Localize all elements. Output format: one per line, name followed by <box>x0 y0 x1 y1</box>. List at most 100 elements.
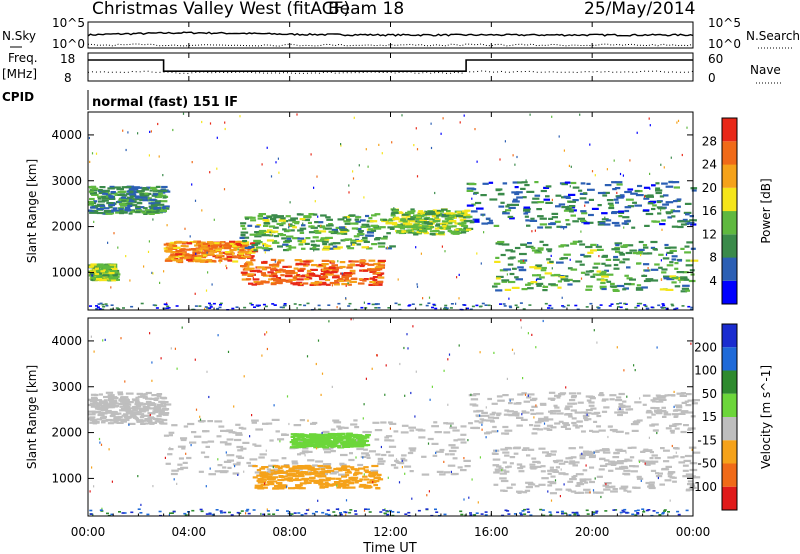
heatmap-cell <box>354 218 360 221</box>
heatmap-cell <box>646 416 652 419</box>
heatmap-cell <box>173 255 180 258</box>
heatmap-cell <box>356 444 364 447</box>
heatmap-cell <box>649 451 654 454</box>
heatmap-cell <box>310 153 312 156</box>
heatmap-cell <box>655 187 661 190</box>
heatmap-cell <box>265 449 267 452</box>
heatmap-cell <box>618 411 625 414</box>
heatmap-cell <box>525 219 530 222</box>
heatmap-cell <box>642 209 650 212</box>
heatmap-cell <box>365 148 367 151</box>
heatmap-cell <box>105 195 114 198</box>
heatmap-cell <box>503 305 507 307</box>
heatmap-cell <box>685 473 693 476</box>
heatmap-cell <box>389 227 395 230</box>
heatmap-cell <box>335 477 342 480</box>
heatmap-cell <box>449 426 457 429</box>
heatmap-cell <box>377 460 386 463</box>
heatmap-cell <box>607 425 612 428</box>
heatmap-cell <box>576 514 580 517</box>
heatmap-cell <box>304 218 310 222</box>
heatmap-cell <box>315 447 318 450</box>
heatmap-cell <box>585 509 589 512</box>
heatmap-cell <box>527 511 531 513</box>
heatmap-cell <box>514 246 521 250</box>
heatmap-cell <box>439 222 444 225</box>
heatmap-cell <box>636 512 640 514</box>
heatmap-cell <box>122 307 125 309</box>
heatmap-cell <box>233 405 235 408</box>
heatmap-cell <box>647 252 653 255</box>
heatmap-cell <box>429 226 435 229</box>
heatmap-cell <box>481 428 483 431</box>
heatmap-cell <box>237 449 244 452</box>
heatmap-cell <box>572 220 579 223</box>
heatmap-cell <box>610 485 616 488</box>
heatmap-cell <box>143 212 148 215</box>
heatmap-cell <box>643 304 647 306</box>
heatmap-cell <box>288 278 296 281</box>
heatmap-cell <box>101 197 110 200</box>
heatmap-cell <box>506 377 508 380</box>
colorbar-tick-label: 28 <box>702 134 717 148</box>
heatmap-cell <box>576 392 582 395</box>
heatmap-cell <box>272 240 278 243</box>
heatmap-cell <box>504 429 513 432</box>
heatmap-cell <box>449 212 454 215</box>
heatmap-cell <box>301 450 309 453</box>
heatmap-cell <box>283 249 289 252</box>
heatmap-cell <box>371 303 375 306</box>
heatmap-cell <box>658 514 662 516</box>
heatmap-cell <box>265 473 274 476</box>
heatmap-cell <box>336 306 338 309</box>
heatmap-cell <box>569 478 577 481</box>
heatmap-cell <box>422 214 428 217</box>
heatmap-cell <box>121 194 128 197</box>
heatmap-cell <box>602 484 610 487</box>
heatmap-cell <box>286 237 292 240</box>
heatmap-cell <box>596 425 601 428</box>
heatmap-cell <box>581 212 588 215</box>
heatmap-cell <box>542 285 549 288</box>
heatmap-cell <box>471 305 475 308</box>
heatmap-cell <box>661 406 666 409</box>
heatmap-cell <box>575 426 580 429</box>
heatmap-cell <box>638 248 645 251</box>
heatmap-cell <box>436 209 441 212</box>
heatmap-cell <box>275 509 279 511</box>
heatmap-cell <box>215 254 223 257</box>
heatmap-cell <box>180 466 189 469</box>
heatmap-cell <box>565 413 573 416</box>
heatmap-cell <box>288 224 296 228</box>
heatmap-cell <box>165 246 174 249</box>
heatmap-cell <box>476 252 478 255</box>
heatmap-cell <box>99 509 103 511</box>
heatmap-cell <box>430 122 432 125</box>
heatmap-cell <box>139 410 146 413</box>
heatmap-cell <box>624 274 629 277</box>
heatmap-cell <box>445 225 453 228</box>
heatmap-cell <box>650 268 659 271</box>
colorbar-swatch <box>722 486 737 511</box>
heatmap-cell <box>230 514 234 516</box>
heatmap-cell <box>365 454 370 457</box>
heatmap-cell <box>350 243 356 246</box>
heatmap-cell <box>127 200 135 203</box>
heatmap-cell <box>634 514 638 516</box>
heatmap-cell <box>297 240 302 243</box>
heatmap-cell <box>261 163 263 166</box>
colorbar-tick-label: 100 <box>694 364 717 378</box>
heatmap-cell <box>457 222 465 225</box>
heatmap-cell <box>239 249 245 252</box>
heatmap-cell <box>570 214 576 217</box>
heatmap-cell <box>341 274 350 277</box>
heatmap-cell <box>282 243 289 246</box>
heatmap-cell <box>525 245 534 248</box>
heatmap-cell <box>525 210 531 213</box>
nsky-tick-bottom: 10^0 <box>52 37 85 51</box>
heatmap-cell <box>516 306 520 309</box>
heatmap-cell <box>160 401 169 404</box>
heatmap-cell <box>268 278 273 281</box>
heatmap-cell <box>291 439 299 442</box>
heatmap-cell <box>565 223 571 226</box>
